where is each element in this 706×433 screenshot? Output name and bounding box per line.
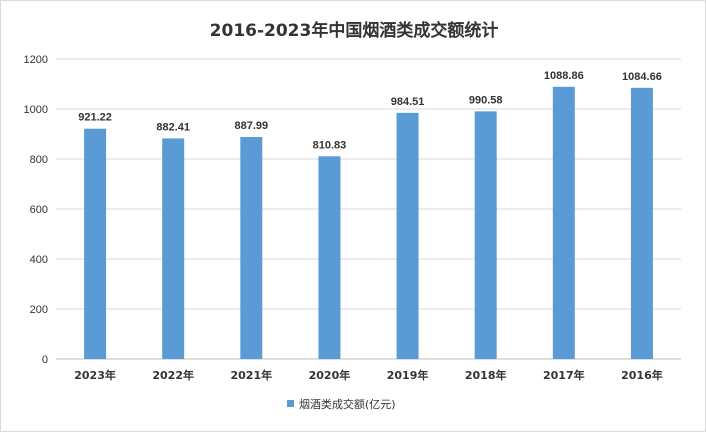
y-tick-label: 0 <box>42 354 48 366</box>
bar <box>84 128 107 359</box>
x-tick-label: 2016年 <box>621 368 663 382</box>
bar <box>630 87 653 360</box>
y-tick-label: 800 <box>30 154 48 166</box>
legend-swatch <box>287 400 294 407</box>
data-label: 1084.66 <box>622 71 662 83</box>
data-label: 882.41 <box>156 121 190 133</box>
chart-title: 2016-2023年中国烟酒类成交额统计 <box>210 20 499 41</box>
x-tick-label: 2020年 <box>309 368 351 382</box>
x-tick-label: 2019年 <box>387 368 429 382</box>
y-tick-label: 1200 <box>24 54 48 66</box>
x-tick-label: 2017年 <box>543 368 585 382</box>
x-tick-label: 2018年 <box>465 368 507 382</box>
bar <box>396 112 419 359</box>
data-label: 1088.86 <box>544 70 584 82</box>
x-tick-label: 2021年 <box>231 368 273 382</box>
gridlines <box>56 58 681 360</box>
y-tick-label: 200 <box>30 304 48 316</box>
legend: 烟酒类成交额(亿元) <box>287 397 396 411</box>
data-label: 810.83 <box>313 139 347 151</box>
y-axis-ticks: 0 200 400 600 800 1000 1200 <box>24 54 48 366</box>
data-label: 990.58 <box>469 94 503 106</box>
data-label: 887.99 <box>234 120 268 132</box>
data-label: 921.22 <box>78 112 112 124</box>
y-tick-label: 1000 <box>24 104 48 116</box>
data-labels: 921.22 882.41 887.99 810.83 984.51 990.58 1088… <box>78 70 662 152</box>
data-label: 984.51 <box>391 96 425 108</box>
bar <box>474 111 497 359</box>
legend-label: 烟酒类成交额(亿元) <box>299 397 396 411</box>
y-tick-label: 400 <box>30 254 48 266</box>
bar <box>318 156 341 359</box>
x-tick-label: 2022年 <box>152 368 194 382</box>
bar <box>552 86 575 359</box>
x-tick-label: 2023年 <box>74 368 116 382</box>
y-tick-label: 600 <box>30 204 48 216</box>
bar <box>240 137 263 359</box>
bar <box>162 138 185 359</box>
bars <box>84 86 653 360</box>
x-axis-ticks: 2023年 2022年 2021年 2020年 2019年 2018年 2017年 2016年 <box>74 368 663 382</box>
